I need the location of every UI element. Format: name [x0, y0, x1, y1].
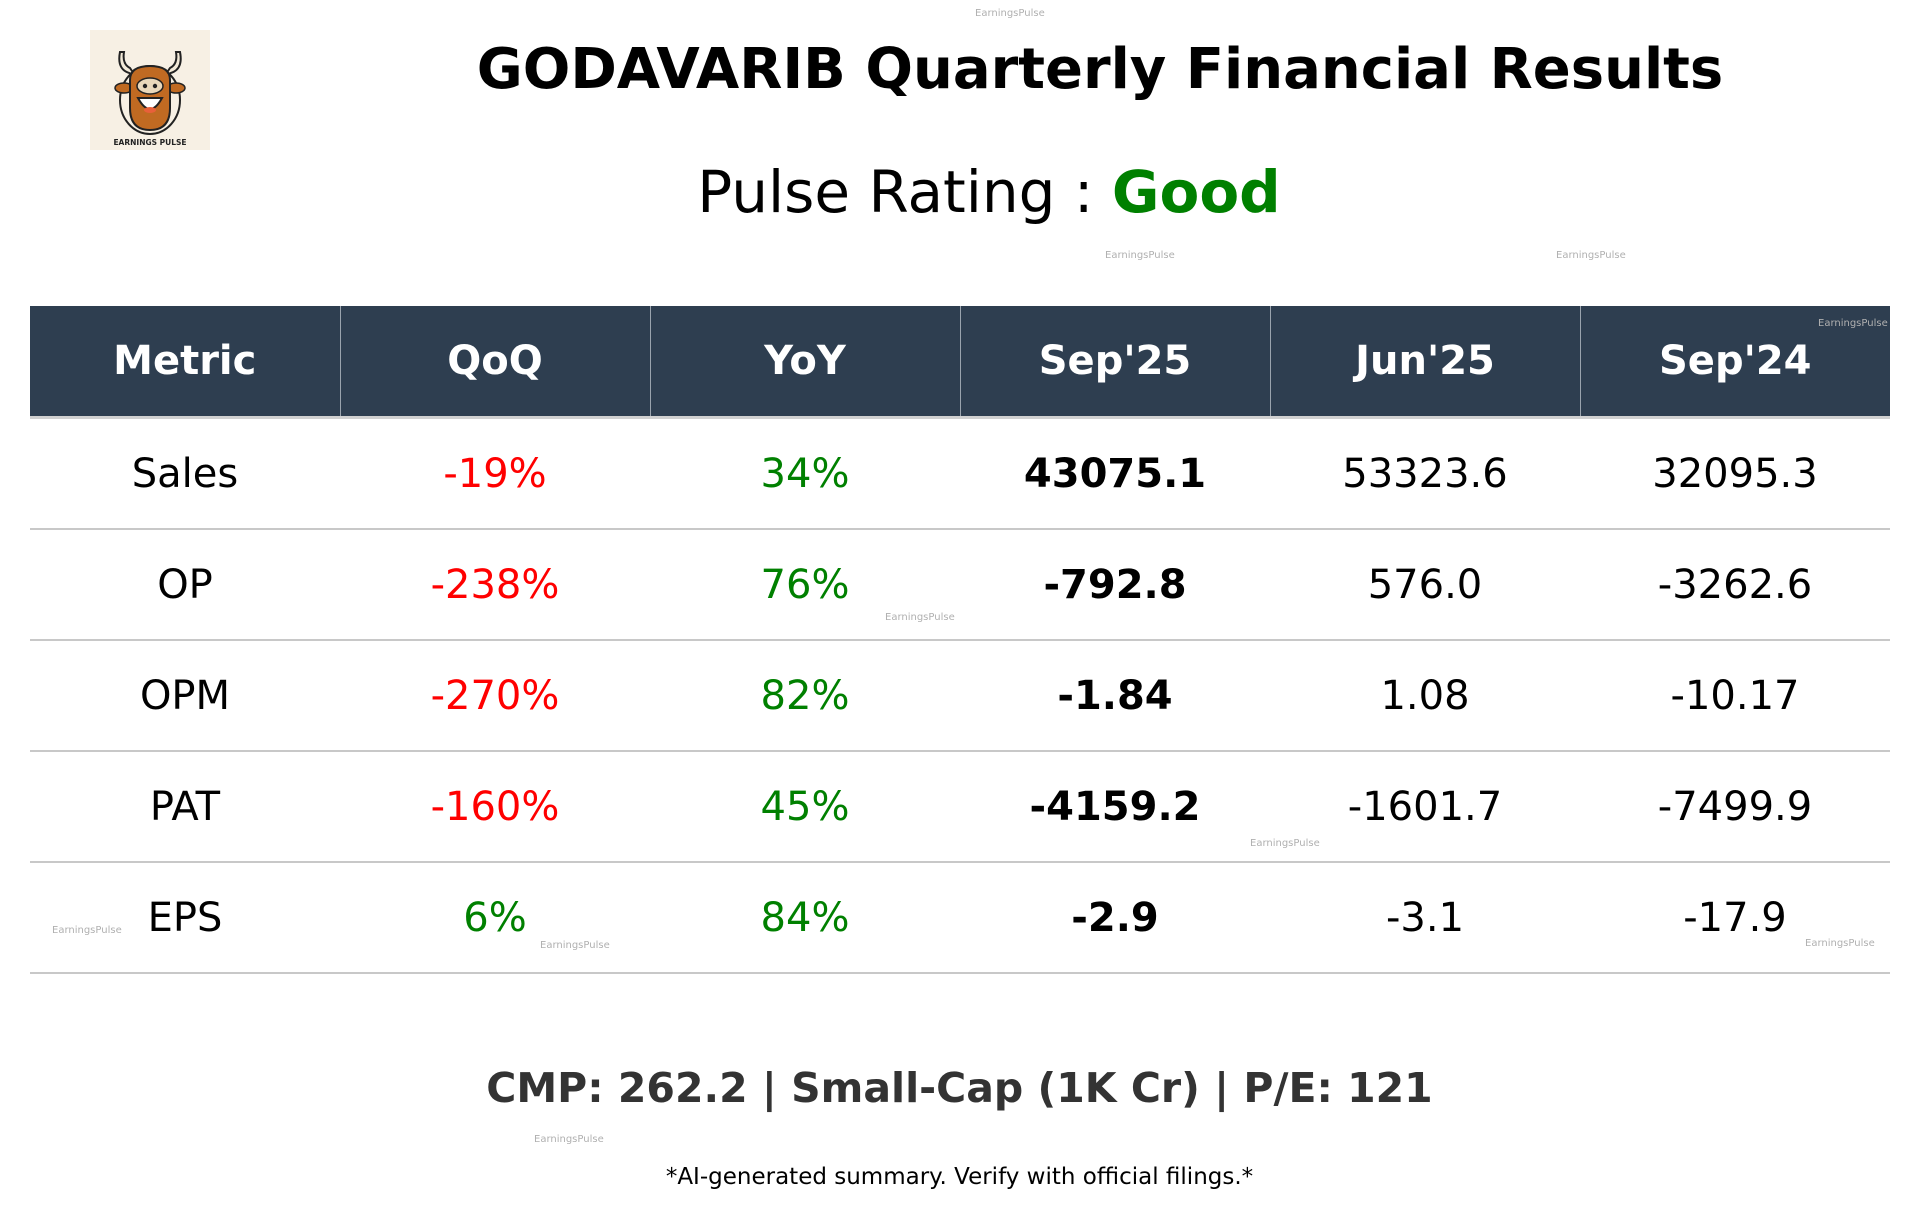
sep25-value: -792.8: [960, 529, 1270, 641]
rating-label: Pulse Rating :: [697, 158, 1112, 226]
column-header-sep24: Sep'24: [1579, 306, 1890, 418]
metric-cell: PAT: [30, 751, 340, 863]
watermark: EarningsPulse: [1250, 838, 1320, 849]
watermark: EarningsPulse: [540, 940, 610, 951]
metric-cell: OPM: [30, 640, 340, 752]
jun25-value: 576.0: [1270, 529, 1580, 641]
yoy-cell: 82%: [650, 640, 960, 752]
table-header-row: Metric QoQ YoY Sep'25 Jun'25 Sep'24: [30, 306, 1890, 418]
qoq-cell: -160%: [340, 751, 650, 863]
metric-cell: EPS: [30, 862, 340, 974]
yoy-cell: 76%: [650, 529, 960, 641]
rating-value: Good: [1111, 158, 1281, 226]
jun25-value: -3.1: [1270, 862, 1580, 974]
yoy-cell: 84%: [650, 862, 960, 974]
watermark: EarningsPulse: [52, 925, 122, 936]
jun25-value: 53323.6: [1270, 417, 1580, 530]
qoq-cell: -238%: [340, 529, 650, 641]
sep25-value: -4159.2: [960, 751, 1270, 863]
watermark: EarningsPulse: [1556, 250, 1626, 261]
column-header-sep25: Sep'25: [959, 306, 1270, 418]
column-header-metric: Metric: [30, 306, 340, 418]
watermark: EarningsPulse: [1105, 250, 1175, 261]
table-row: OPM -270% 82% -1.84 1.08 -10.17: [30, 640, 1890, 752]
page-title: GODAVARIB Quarterly Financial Results: [476, 37, 1724, 102]
column-header-yoy: YoY: [649, 306, 960, 418]
column-header-jun25: Jun'25: [1269, 306, 1580, 418]
yoy-cell: 45%: [650, 751, 960, 863]
market-summary: CMP: 262.2 | Small-Cap (1K Cr) | P/E: 12…: [486, 1064, 1433, 1112]
sep24-value: -7499.9: [1580, 751, 1890, 863]
sep24-value: -10.17: [1580, 640, 1890, 752]
table-row: OP -238% 76% -792.8 576.0 -3262.6: [30, 529, 1890, 641]
qoq-cell: 6%: [340, 862, 650, 974]
results-table: Metric QoQ YoY Sep'25 Jun'25 Sep'24 Sale…: [30, 306, 1890, 974]
watermark: EarningsPulse: [885, 612, 955, 623]
svg-text:EARNINGS PULSE: EARNINGS PULSE: [113, 138, 186, 147]
metric-cell: Sales: [30, 417, 340, 530]
table-row: PAT -160% 45% -4159.2 -1601.7 -7499.9: [30, 751, 1890, 863]
sep24-value: -17.9: [1580, 862, 1890, 974]
sep24-value: -3262.6: [1580, 529, 1890, 641]
pulse-rating: Pulse Rating : Good: [0, 152, 1919, 232]
qoq-cell: -19%: [340, 417, 650, 530]
column-header-qoq: QoQ: [339, 306, 650, 418]
qoq-cell: -270%: [340, 640, 650, 752]
watermark: EarningsPulse: [975, 8, 1045, 19]
sep25-value: 43075.1: [960, 417, 1270, 530]
sep25-value: -1.84: [960, 640, 1270, 752]
watermark: EarningsPulse: [1818, 318, 1888, 329]
disclaimer: *AI-generated summary. Verify with offic…: [665, 1164, 1254, 1190]
table-row: EPS 6% 84% -2.9 -3.1 -17.9: [30, 862, 1890, 974]
jun25-value: -1601.7: [1270, 751, 1580, 863]
sep24-value: 32095.3: [1580, 417, 1890, 530]
jun25-value: 1.08: [1270, 640, 1580, 752]
watermark: EarningsPulse: [534, 1134, 604, 1145]
bull-head-icon: EARNINGS PULSE: [113, 51, 187, 147]
table-row: Sales -19% 34% 43075.1 53323.6 32095.3: [30, 417, 1890, 530]
sep25-value: -2.9: [960, 862, 1270, 974]
yoy-cell: 34%: [650, 417, 960, 530]
watermark: EarningsPulse: [1805, 938, 1875, 949]
metric-cell: OP: [30, 529, 340, 641]
earnings-pulse-logo: EARNINGS PULSE: [90, 30, 210, 150]
